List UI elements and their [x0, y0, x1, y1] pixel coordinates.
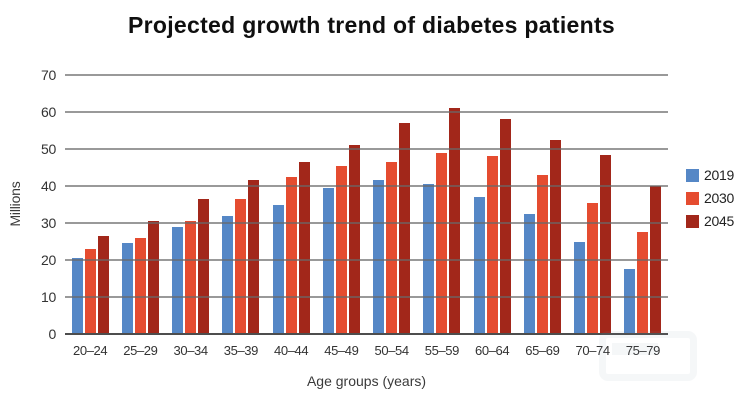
- x-tick-label: 45–49: [324, 343, 359, 358]
- bar-2045: [147, 221, 159, 334]
- gridline: [65, 296, 668, 298]
- x-axis-line: [65, 333, 668, 335]
- bar-2045: [499, 119, 511, 334]
- y-tick-label: 50: [41, 141, 56, 157]
- bar-2019: [272, 204, 284, 334]
- bar-2030: [486, 156, 498, 334]
- bar-2030: [134, 237, 146, 334]
- bar-2019: [473, 197, 485, 334]
- legend-item: 2019: [686, 167, 734, 183]
- gridline: [65, 74, 668, 76]
- bar-group: [216, 75, 266, 334]
- legend-label: 2019: [704, 167, 734, 183]
- y-tick-label: 10: [41, 289, 56, 305]
- x-tick-label: 55–59: [424, 343, 460, 358]
- bar-2045: [600, 154, 612, 334]
- legend-swatch-2030: [686, 191, 699, 205]
- legend-item: 2030: [686, 190, 734, 206]
- bar-group: [115, 75, 165, 334]
- bar-2019: [121, 243, 133, 334]
- gridline: [65, 111, 668, 113]
- x-tick-label: 50–54: [374, 343, 410, 358]
- bar-2045: [298, 161, 310, 334]
- x-tick-label: 35–39: [223, 343, 259, 358]
- bar-2019: [373, 180, 385, 334]
- legend-label: 2045: [704, 213, 734, 229]
- bar-group: [367, 75, 417, 334]
- legend: 2019 2030 2045: [686, 167, 734, 229]
- x-tick-label: 20–24: [73, 343, 108, 358]
- bar-2019: [574, 241, 586, 334]
- chart-title: Projected growth trend of diabetes patie…: [127, 12, 616, 38]
- bar-2045: [449, 108, 461, 334]
- y-tick-label: 30: [41, 215, 56, 231]
- x-tick-label: 70–74: [575, 343, 611, 358]
- bar-2045: [348, 145, 360, 334]
- legend-swatch-2019: [686, 168, 699, 182]
- bar-group: [568, 75, 618, 334]
- gridline: [65, 259, 668, 261]
- bar-2045: [248, 180, 260, 334]
- bar-2045: [97, 235, 109, 334]
- x-tick-label: 60–64: [475, 343, 510, 358]
- bar-group: [467, 75, 517, 334]
- bar-group: [517, 75, 567, 334]
- bar-2019: [624, 269, 636, 334]
- bar-2030: [335, 165, 347, 334]
- legend-swatch-2045: [686, 214, 699, 228]
- bar-2045: [198, 198, 210, 334]
- plot-area: [65, 74, 668, 335]
- bar-group: [266, 75, 316, 334]
- y-tick-label: 70: [41, 67, 56, 83]
- bar-2019: [172, 226, 184, 334]
- watermark: [599, 331, 697, 381]
- bar-2030: [285, 176, 297, 334]
- bar-2030: [536, 174, 548, 334]
- y-tick-label: 20: [41, 252, 56, 268]
- y-tick-label: 40: [41, 178, 56, 194]
- bar-group: [166, 75, 216, 334]
- bar-2030: [84, 248, 96, 334]
- gridline: [65, 185, 668, 187]
- gridline: [65, 148, 668, 150]
- legend-label: 2030: [704, 190, 734, 206]
- x-tick-label: 75–79: [625, 343, 661, 358]
- bar-2030: [587, 202, 599, 334]
- bar-2045: [549, 139, 561, 334]
- gridline: [65, 222, 668, 224]
- x-tick-label: 40–44: [274, 343, 309, 358]
- y-tick-labels: 0 10 20 30 40 50 60 70: [0, 67, 56, 342]
- bar-2019: [222, 215, 234, 334]
- x-tick-label: 25–29: [123, 343, 158, 358]
- bar-2030: [436, 152, 448, 334]
- y-tick-label: 60: [41, 104, 56, 120]
- x-tick-labels: 20–24 25–29 30–34 35–39 40–44 45–49 50–54 55–59…: [65, 343, 668, 358]
- bar-2019: [523, 213, 535, 334]
- x-axis-label: Age groups (years): [306, 373, 427, 389]
- bar-2045: [399, 123, 411, 334]
- bar-2030: [637, 232, 649, 334]
- bar-2030: [235, 198, 247, 334]
- y-tick-label: 0: [48, 326, 57, 342]
- x-tick-label: 65–69: [525, 343, 560, 358]
- bar-2030: [185, 221, 197, 334]
- legend-item: 2045: [686, 213, 734, 229]
- x-tick-label: 30–34: [173, 343, 209, 358]
- bar-2030: [386, 161, 398, 334]
